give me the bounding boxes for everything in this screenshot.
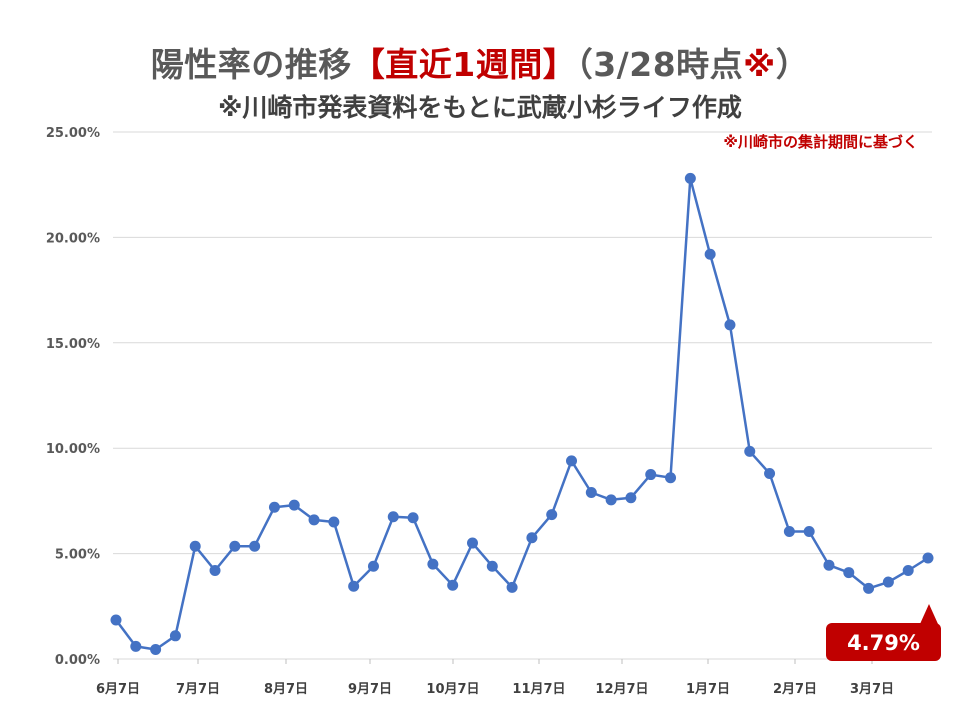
callout-box <box>826 623 941 661</box>
series-line <box>114 177 929 651</box>
plot-area <box>110 172 934 656</box>
callout-value: 4.79% <box>847 631 920 655</box>
data-point <box>922 552 934 564</box>
y-tick-label: 0.00% <box>55 653 100 668</box>
data-point <box>367 560 379 572</box>
y-tick-label: 20.00% <box>46 231 100 246</box>
data-point <box>665 472 677 484</box>
x-tick-label: 2月7日 <box>773 682 817 697</box>
title-suffix: （3/28時点 <box>576 45 744 84</box>
data-point <box>585 486 597 498</box>
title-prefix: 陽性率の推移 <box>150 45 352 84</box>
data-point <box>427 558 439 570</box>
x-tick-label: 3月7日 <box>850 682 894 697</box>
data-point <box>486 560 498 572</box>
x-tick-label: 7月7日 <box>176 682 220 697</box>
grid-lines <box>113 131 932 660</box>
data-point <box>863 582 875 594</box>
title-close: ） <box>775 45 810 84</box>
chart-title: 陽性率の推移【直近1週間】（3/28時点※） <box>0 38 960 86</box>
data-point <box>882 576 894 588</box>
x-tick-label: 12月7日 <box>595 682 648 697</box>
data-point <box>843 567 855 579</box>
data-point <box>150 644 162 656</box>
data-point <box>466 537 478 549</box>
data-point <box>546 509 558 521</box>
data-point <box>189 540 201 552</box>
y-tick-label: 25.00% <box>46 126 100 141</box>
data-point <box>447 579 459 591</box>
data-point <box>130 640 142 652</box>
data-point <box>605 494 617 506</box>
data-point <box>684 172 696 184</box>
data-point <box>506 581 518 593</box>
data-point <box>704 248 716 260</box>
y-axis-labels: 0.00% 5.00% 10.00% 15.00% 20.00% 25.00% <box>46 126 100 668</box>
data-point <box>645 469 657 481</box>
data-point <box>823 559 835 571</box>
data-point <box>308 514 320 526</box>
y-tick-label: 10.00% <box>46 442 100 457</box>
y-tick-label: 5.00% <box>55 548 100 563</box>
title-accent: 【直近1週間】 <box>351 45 577 84</box>
data-point <box>209 564 221 576</box>
data-point <box>328 516 340 528</box>
data-point <box>724 319 736 331</box>
x-tick-label: 9月7日 <box>348 682 392 697</box>
data-point <box>625 492 637 504</box>
data-point <box>526 532 538 544</box>
data-point <box>169 630 181 642</box>
data-point <box>407 512 419 524</box>
data-point <box>764 467 776 479</box>
data-point <box>803 525 815 537</box>
callout-pointer <box>920 604 938 624</box>
x-tick-label: 10月7日 <box>426 682 479 697</box>
latest-value-callout: 4.79% <box>826 604 941 661</box>
x-tick-label: 6月7日 <box>96 682 140 697</box>
data-point <box>744 445 756 457</box>
data-point <box>783 525 795 537</box>
data-point <box>348 580 360 592</box>
x-tick-label: 1月7日 <box>686 682 730 697</box>
period-note: ※川崎市の集計期間に基づく <box>723 133 918 151</box>
x-axis-labels: 6月7日 7月7日 8月7日 9月7日 10月7日 11月7日 12月7日 1月7日 2月7日 3… <box>96 659 894 697</box>
data-point <box>110 614 122 626</box>
data-point <box>387 511 399 523</box>
data-point <box>268 501 280 513</box>
data-point <box>288 499 300 511</box>
title-mark: ※ <box>743 45 776 84</box>
data-point <box>566 455 578 467</box>
data-point <box>229 540 241 552</box>
chart-subtitle: ※川崎市発表資料をもとに武蔵小杉ライフ作成 <box>218 93 742 122</box>
data-point <box>902 564 914 576</box>
y-tick-label: 15.00% <box>46 337 100 352</box>
x-tick-label: 11月7日 <box>512 682 565 697</box>
x-tick-label: 8月7日 <box>264 682 308 697</box>
data-point <box>249 540 261 552</box>
